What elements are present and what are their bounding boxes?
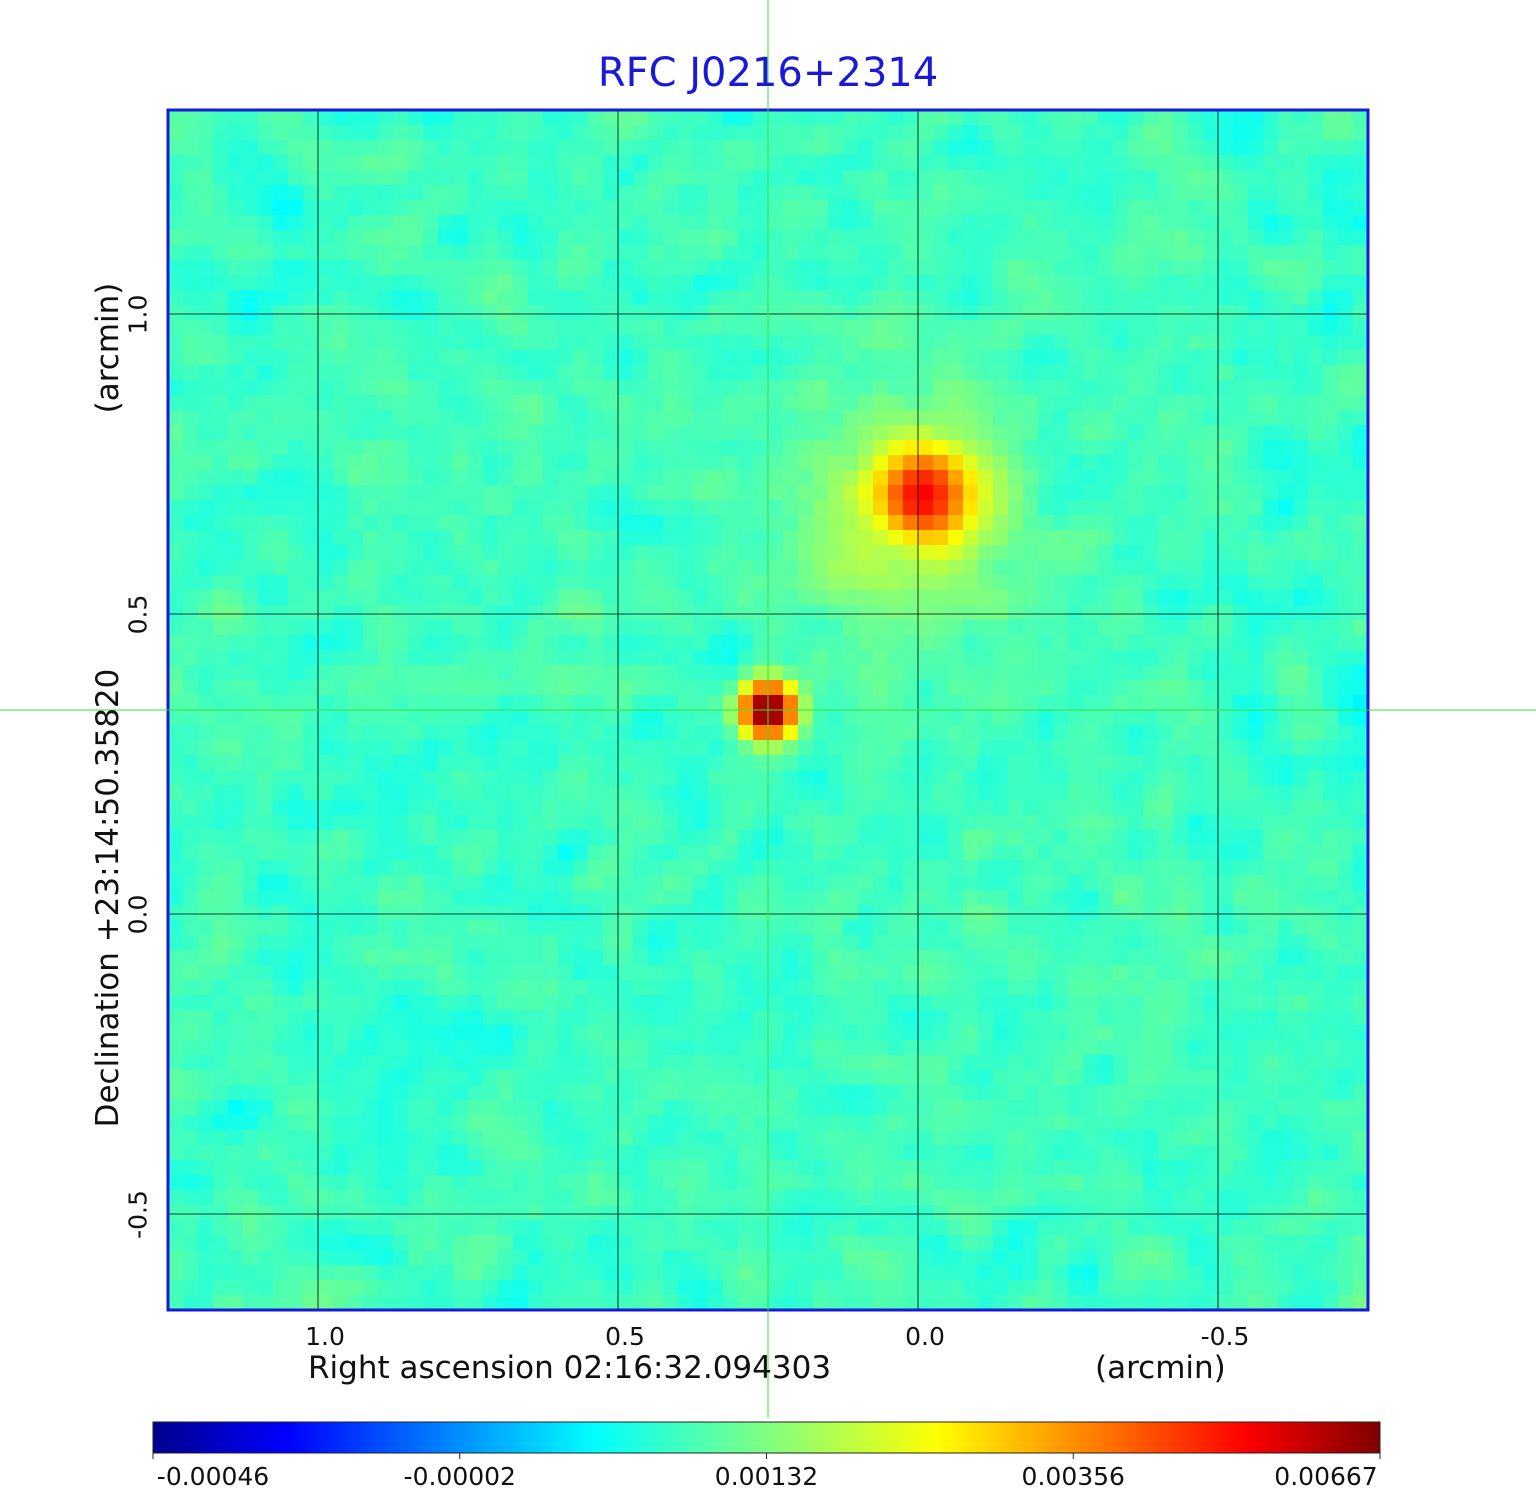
x-axis-unit: (arcmin) [1095, 1350, 1226, 1386]
image-pixels [168, 110, 1369, 1311]
x-tick-label: 0.0 [905, 1322, 945, 1351]
x-axis-label: Right ascension 02:16:32.094303 [308, 1350, 832, 1386]
y-tick-label: 0.5 [123, 594, 153, 635]
x-tick-label: 0.5 [605, 1322, 645, 1351]
crosshair [0, 0, 1536, 1418]
colorbar [152, 1421, 1381, 1454]
colorbar-label: 0.00667 [1274, 1462, 1378, 1491]
colorbar-label: 0.00132 [714, 1462, 819, 1491]
x-tick-label: -0.5 [1200, 1322, 1250, 1351]
colorbar-label: 0.00356 [1021, 1462, 1125, 1491]
x-tick-label: 1.0 [305, 1322, 345, 1351]
y-tick-label: -0.5 [123, 1190, 153, 1239]
y-tick-label: 1.0 [123, 294, 153, 335]
coordinate-grid [168, 110, 1368, 1310]
chart-title: RFC J0216+2314 [597, 50, 939, 96]
y-axis-label: Declination +23:14:50.35820 [90, 668, 126, 1128]
colorbar-label: -0.00046 [156, 1462, 270, 1491]
y-axis-unit: (arcmin) [90, 282, 126, 414]
y-tick-label: 0.0 [123, 894, 153, 935]
colorbar-ticks [152, 1453, 1381, 1459]
colorbar-label: -0.00002 [403, 1462, 516, 1491]
